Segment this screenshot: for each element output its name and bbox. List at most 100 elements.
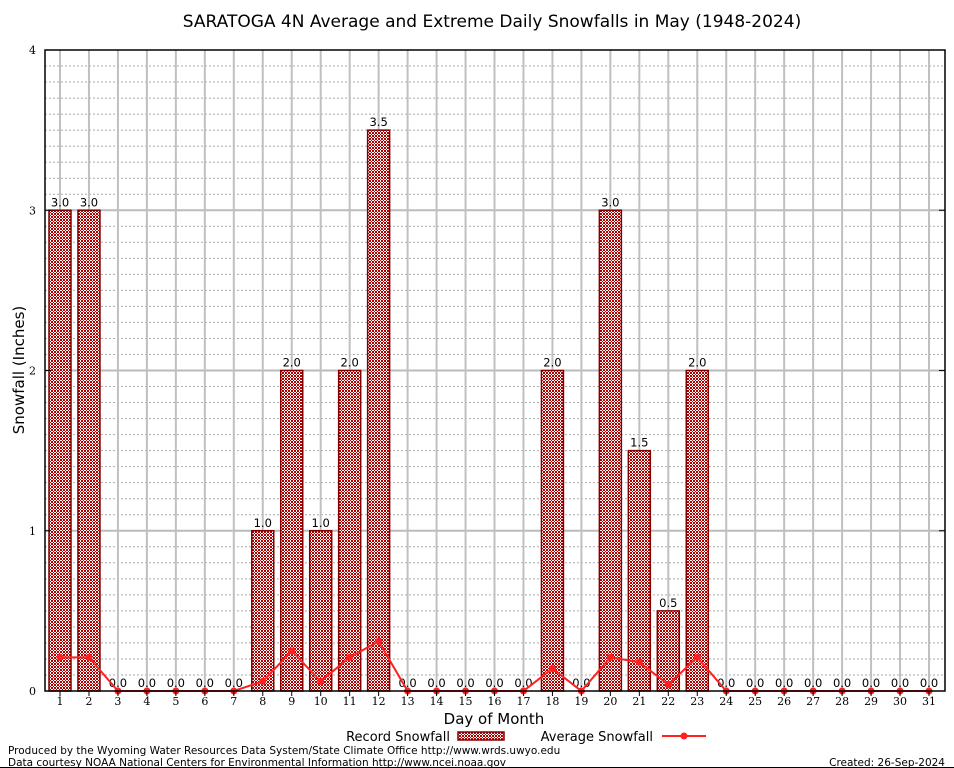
y-tick-label: 3 xyxy=(29,204,36,217)
legend-average-label: Average Snowfall xyxy=(541,730,653,745)
legend: Record Snowfall Average Snowfall xyxy=(346,730,706,745)
average-point-day-8 xyxy=(259,677,267,685)
x-tick-label: 19 xyxy=(574,695,588,708)
x-tick-label: 14 xyxy=(430,695,444,708)
average-point-day-23 xyxy=(693,653,701,661)
data-label-day-29: 0.0 xyxy=(862,676,880,690)
record-bar-day-11 xyxy=(337,369,362,692)
x-tick-label: 12 xyxy=(372,695,386,708)
x-tick-label: 26 xyxy=(777,695,791,708)
data-label-day-30: 0.0 xyxy=(891,676,909,690)
x-tick-label: 31 xyxy=(922,695,936,708)
x-tick-label: 8 xyxy=(259,695,266,708)
y-tick-label: 0 xyxy=(29,685,36,698)
data-label-day-20: 3.0 xyxy=(601,195,619,209)
ticks: 1 2 3 4 5 6 7 8 9 10 11 12 13 14 15 16 17 18 19 20 21 22 23 24 2… xyxy=(29,44,945,708)
data-label-day-23: 2.0 xyxy=(688,356,706,370)
record-bar-day-2 xyxy=(77,209,101,692)
x-tick-label: 18 xyxy=(545,695,559,708)
x-tick-label: 3 xyxy=(114,695,121,708)
y-tick-label: 4 xyxy=(29,44,36,57)
average-point-day-20 xyxy=(606,653,614,661)
x-tick-label: 9 xyxy=(288,695,295,708)
x-tick-label: 17 xyxy=(516,695,530,708)
x-axis-label: Day of Month xyxy=(444,710,545,728)
average-point-day-10 xyxy=(317,677,325,685)
average-point-day-21 xyxy=(635,658,643,666)
average-point-day-12 xyxy=(375,637,383,645)
footer-source: Data courtesy NOAA National Centers for … xyxy=(8,757,506,768)
data-label-day-22: 0.5 xyxy=(659,596,677,610)
data-label-day-8: 1.0 xyxy=(254,516,272,530)
x-tick-label: 10 xyxy=(314,695,328,708)
record-bar-day-10 xyxy=(308,530,333,692)
legend-record-swatch xyxy=(457,731,505,741)
record-bar-day-18 xyxy=(540,369,565,692)
y-tick-label: 1 xyxy=(29,525,36,538)
data-label-day-16: 0.0 xyxy=(485,676,503,690)
footer-created: Created: 26-Sep-2024 xyxy=(829,757,945,768)
x-tick-label: 30 xyxy=(893,695,907,708)
x-tick-label: 27 xyxy=(806,695,820,708)
data-label-day-18: 2.0 xyxy=(543,356,561,370)
footer-producer: Produced by the Wyoming Water Resources … xyxy=(8,745,560,757)
average-point-day-11 xyxy=(346,653,354,661)
x-tick-label: 16 xyxy=(488,695,502,708)
legend-record-label: Record Snowfall xyxy=(346,730,450,745)
x-tick-label: 20 xyxy=(603,695,617,708)
data-label-day-14: 0.0 xyxy=(427,676,445,690)
x-tick-label: 4 xyxy=(143,695,150,708)
data-label-day-10: 1.0 xyxy=(312,516,330,530)
x-tick-label: 21 xyxy=(632,695,646,708)
data-label-day-12: 3.5 xyxy=(369,115,387,129)
record-bar-day-12 xyxy=(366,129,391,692)
data-label-day-7: 0.0 xyxy=(225,676,243,690)
x-tick-label: 5 xyxy=(172,695,179,708)
average-point-day-1 xyxy=(56,653,64,661)
data-label-day-4: 0.0 xyxy=(138,676,156,690)
x-tick-label: 11 xyxy=(343,695,357,708)
data-label-day-6: 0.0 xyxy=(196,676,214,690)
record-bar-day-8 xyxy=(251,530,275,692)
average-point-day-9 xyxy=(288,647,296,655)
record-bar-day-21 xyxy=(627,449,652,692)
data-label-day-15: 0.0 xyxy=(456,676,474,690)
y-axis-label: Snowfall (Inches) xyxy=(10,306,28,434)
average-point-day-2 xyxy=(85,653,93,661)
data-label-day-28: 0.0 xyxy=(833,676,851,690)
data-label-day-13: 0.0 xyxy=(398,676,416,690)
x-tick-label: 2 xyxy=(85,695,92,708)
x-tick-label: 13 xyxy=(401,695,415,708)
x-tick-label: 22 xyxy=(661,695,675,708)
x-tick-label: 7 xyxy=(230,695,237,708)
data-label-day-11: 2.0 xyxy=(341,356,359,370)
data-label-day-27: 0.0 xyxy=(804,676,822,690)
data-label-day-26: 0.0 xyxy=(775,676,793,690)
x-tick-label: 1 xyxy=(57,695,64,708)
grid xyxy=(45,50,945,691)
record-bar-day-20 xyxy=(598,209,623,692)
data-label-day-5: 0.0 xyxy=(167,676,185,690)
record-bar-day-9 xyxy=(279,369,304,692)
data-label-day-2: 3.0 xyxy=(80,195,98,209)
chart-title: SARATOGA 4N Average and Extreme Daily Sn… xyxy=(183,12,801,32)
data-label-day-31: 0.0 xyxy=(920,676,938,690)
y-tick-label: 2 xyxy=(29,365,36,378)
legend-average-marker xyxy=(680,732,688,740)
x-tick-label: 25 xyxy=(748,695,762,708)
x-tick-label: 6 xyxy=(201,695,208,708)
average-point-day-18 xyxy=(548,665,556,673)
record-bar-day-23 xyxy=(685,369,710,692)
x-tick-label: 23 xyxy=(690,695,704,708)
data-label-day-1: 3.0 xyxy=(51,195,69,209)
x-tick-label: 24 xyxy=(719,695,733,708)
average-point-day-22 xyxy=(664,681,672,689)
data-label-day-21: 1.5 xyxy=(630,436,648,450)
x-tick-label: 28 xyxy=(835,695,849,708)
x-tick-label: 15 xyxy=(459,695,473,708)
x-tick-label: 29 xyxy=(864,695,878,708)
record-bar-day-1 xyxy=(48,209,72,692)
data-label-day-9: 2.0 xyxy=(283,356,301,370)
data-label-day-25: 0.0 xyxy=(746,676,764,690)
